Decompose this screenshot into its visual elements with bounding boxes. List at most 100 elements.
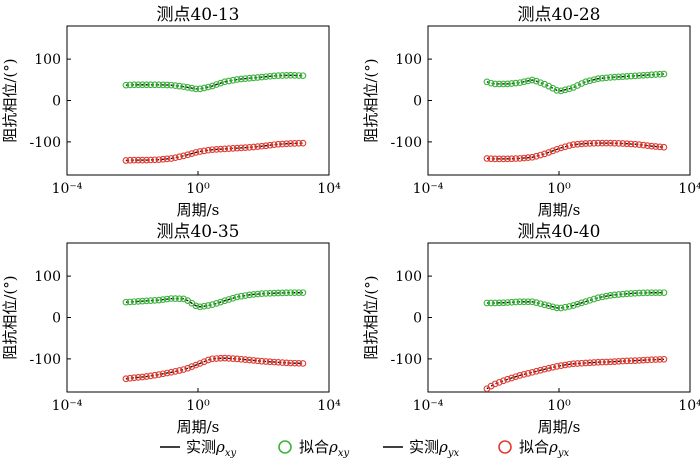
data-point-fit-yx (582, 359, 590, 367)
data-point-fit-yx (171, 154, 179, 162)
data-point-fit-xy (483, 78, 491, 86)
data-point-fit-xy (557, 304, 565, 312)
data-point-fit-yx (495, 155, 503, 163)
data-point-fit-yx (483, 155, 491, 162)
data-point-fit-yx (541, 365, 548, 373)
data-point-fit-xy (147, 81, 154, 89)
series-line-observed-xy (125, 292, 303, 308)
data-point-fit-xy (615, 291, 623, 298)
data-point-fit-yx (213, 146, 220, 153)
data-point-fit-xy (656, 70, 664, 78)
data-point-fit-xy (163, 81, 171, 89)
y-axis-label: 阻抗相位/(°) (1, 275, 19, 359)
series-observed-xy (125, 292, 303, 308)
data-point-fit-xy (623, 290, 631, 298)
data-point-fit-yx (188, 150, 196, 157)
data-point-fit-xy (648, 289, 655, 297)
data-point-fit-xy (537, 300, 544, 308)
data-point-fit-yx (134, 156, 142, 164)
x-tick-label: 10⁴ (678, 398, 700, 414)
data-point-fit-yx (130, 156, 138, 164)
series-observed-xy (486, 73, 664, 92)
data-point-fit-xy (561, 303, 569, 311)
data-point-fit-xy (279, 72, 286, 79)
data-point-fit-xy (644, 71, 651, 79)
data-point-fit-xy (233, 293, 241, 301)
data-point-fit-yx (512, 373, 520, 381)
data-point-fit-yx (586, 359, 594, 367)
data-point-fit-xy (225, 296, 233, 303)
y-tick-label: 0 (52, 94, 61, 110)
y-axis-label: 阻抗相位/(°) (362, 275, 380, 359)
data-point-fit-yx (192, 149, 200, 156)
data-point-fit-yx (623, 140, 631, 148)
data-point-fit-xy (598, 74, 606, 82)
data-point-fit-xy (495, 80, 503, 88)
data-point-fit-xy (524, 298, 532, 306)
data-point-fit-yx (204, 356, 212, 364)
data-point-fit-yx (512, 155, 520, 162)
data-point-fit-xy (204, 83, 212, 91)
data-point-fit-xy (213, 300, 220, 307)
data-point-fit-xy (508, 80, 515, 87)
data-point-fit-yx (528, 153, 536, 161)
data-point-fit-yx (217, 354, 224, 362)
panel-title: 测点40-13 (156, 5, 239, 25)
data-point-fit-xy (640, 289, 647, 297)
plot-frame (427, 242, 691, 393)
data-point-fit-yx (180, 366, 187, 373)
legend-label: 拟合ρxy (299, 438, 349, 459)
legend-circle-swatch (498, 440, 512, 454)
data-point-fit-xy (582, 78, 590, 86)
data-point-fit-xy (196, 85, 204, 93)
data-point-fit-yx (270, 358, 278, 366)
data-point-fit-yx (635, 357, 643, 364)
data-point-fit-yx (291, 140, 299, 147)
data-point-fit-xy (508, 298, 515, 306)
data-point-fit-yx (495, 378, 503, 386)
data-point-fit-xy (130, 81, 138, 89)
data-point-fit-xy (180, 295, 187, 303)
data-point-fit-xy (631, 289, 639, 297)
data-point-fit-yx (254, 357, 262, 365)
data-point-fit-yx (279, 359, 286, 366)
data-point-fit-yx (491, 155, 499, 163)
data-point-fit-yx (151, 371, 159, 379)
data-point-fit-yx (578, 359, 585, 367)
data-point-fit-xy (258, 73, 266, 81)
data-point-fit-xy (660, 70, 668, 78)
data-point-fit-yx (557, 362, 565, 369)
data-point-fit-xy (578, 299, 585, 307)
data-point-fit-xy (582, 298, 590, 305)
data-point-fit-yx (143, 373, 150, 380)
data-point-fit-yx (122, 157, 130, 164)
data-point-fit-yx (491, 380, 499, 388)
data-point-fit-yx (541, 150, 548, 158)
x-tick-label: 10⁰ (547, 181, 571, 197)
data-point-fit-yx (602, 139, 610, 147)
data-point-fit-yx (221, 354, 229, 362)
data-point-fit-yx (291, 359, 299, 367)
data-point-fit-yx (258, 357, 266, 365)
data-point-fit-yx (487, 155, 495, 163)
data-point-fit-yx (159, 370, 167, 378)
data-point-fit-xy (171, 82, 179, 89)
data-point-fit-xy (246, 74, 253, 82)
data-point-fit-xy (545, 302, 553, 310)
data-point-fit-yx (565, 360, 573, 368)
data-point-fit-yx (631, 357, 639, 364)
data-point-fit-xy (167, 295, 175, 302)
data-point-fit-yx (274, 140, 282, 148)
data-point-fit-xy (291, 72, 299, 79)
data-point-fit-yx (508, 374, 515, 382)
x-tick-label: 10⁻⁴ (52, 181, 83, 197)
x-tick-label: 10⁻⁴ (413, 398, 444, 414)
data-point-fit-yx (176, 367, 183, 374)
data-point-fit-yx (283, 140, 290, 148)
data-point-fit-yx (652, 356, 660, 363)
data-point-fit-xy (192, 302, 200, 310)
data-point-fit-yx (623, 357, 631, 365)
data-point-fit-xy (656, 289, 664, 297)
data-point-fit-xy (520, 78, 528, 86)
data-point-fit-xy (258, 290, 266, 298)
